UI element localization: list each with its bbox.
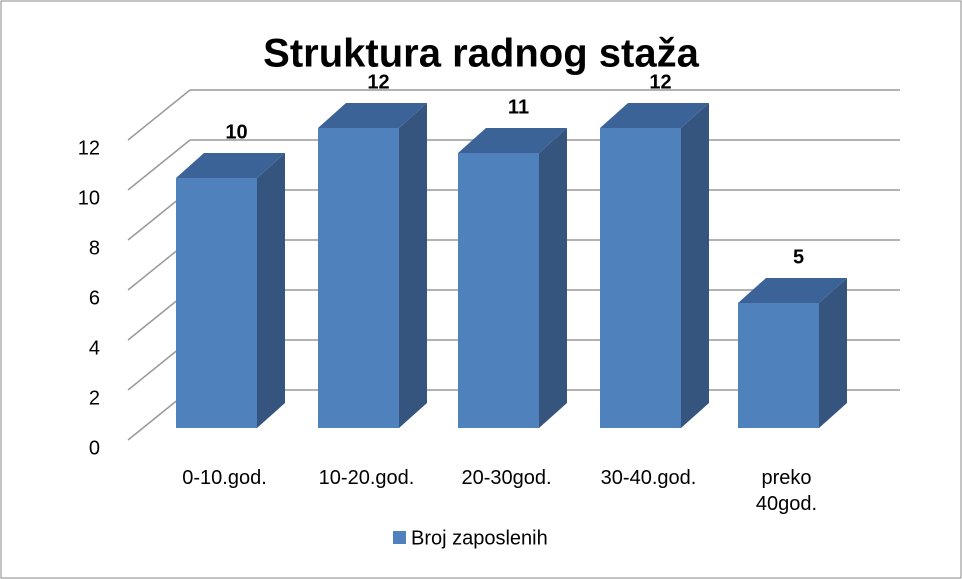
bar-side <box>681 103 709 428</box>
bar <box>458 153 539 428</box>
bar-top <box>600 103 709 128</box>
x-tick-label: 0-10.god. <box>182 467 267 489</box>
data-label: 11 <box>508 96 529 118</box>
chart-title: Struktura radnog staža <box>263 32 699 76</box>
y-tick-label: 2 <box>89 387 100 409</box>
bar <box>600 128 681 428</box>
data-label: 10 <box>225 121 247 143</box>
bar-side <box>399 103 427 428</box>
legend-label: Broj zaposlenih <box>411 527 548 549</box>
bar <box>738 303 819 428</box>
bar <box>318 128 399 428</box>
y-tick-label: 8 <box>89 237 100 259</box>
grid-line <box>127 139 191 191</box>
legend-swatch <box>393 531 406 544</box>
data-label: 12 <box>367 71 389 93</box>
y-tick-label: 12 <box>78 137 100 159</box>
x-tick-label: 20-30god. <box>461 467 552 489</box>
bar-top <box>176 153 285 178</box>
data-label: 5 <box>793 246 804 268</box>
bar <box>176 178 257 428</box>
x-tick-label: 30-40.god. <box>600 467 697 489</box>
y-tick-label: 0 <box>89 437 100 459</box>
grid-line <box>127 89 191 141</box>
bar-side <box>819 278 847 428</box>
bar-side <box>257 153 285 428</box>
y-tick-label: 6 <box>89 287 100 309</box>
bar-side <box>539 128 567 428</box>
x-tick-label: preko 40god. <box>755 467 818 515</box>
y-tick-label: 4 <box>89 337 100 359</box>
bar-top <box>318 103 427 128</box>
y-tick-label: 10 <box>78 187 100 209</box>
data-label: 12 <box>649 71 671 93</box>
bar-top <box>458 128 567 153</box>
x-tick-label: 10-20.god. <box>318 467 415 489</box>
bar-top <box>738 278 847 303</box>
